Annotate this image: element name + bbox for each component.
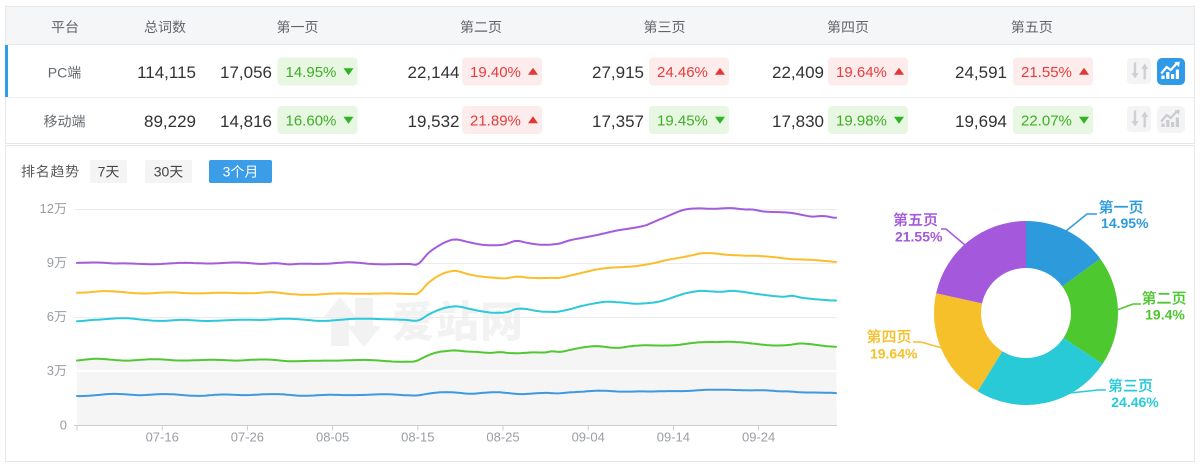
svg-text:19.40%: 19.40% [470, 64, 521, 81]
svg-text:114,115: 114,115 [137, 63, 196, 82]
svg-text:17,357: 17,357 [592, 112, 644, 131]
svg-text:21.89%: 21.89% [470, 113, 521, 130]
svg-text:22,409: 22,409 [772, 63, 824, 82]
svg-text:24.46%: 24.46% [657, 64, 708, 81]
svg-text:09-24: 09-24 [742, 430, 775, 445]
svg-text:07-16: 07-16 [146, 430, 179, 445]
svg-text:14,816: 14,816 [220, 112, 272, 131]
svg-text:14.95%: 14.95% [1101, 215, 1149, 231]
svg-text:14.95%: 14.95% [286, 64, 337, 81]
svg-text:08-15: 08-15 [401, 430, 434, 445]
svg-text:12: 12 [40, 201, 54, 216]
svg-text:19.4%: 19.4% [1145, 307, 1185, 323]
svg-text:09-04: 09-04 [572, 430, 605, 445]
svg-text:19,694: 19,694 [955, 112, 1007, 131]
svg-text:9: 9 [47, 255, 54, 270]
svg-text:3: 3 [223, 164, 231, 180]
svg-text:07-26: 07-26 [231, 430, 264, 445]
svg-text:22,144: 22,144 [408, 63, 460, 82]
svg-text:19.64%: 19.64% [836, 64, 887, 81]
svg-text:19.45%: 19.45% [657, 113, 708, 130]
svg-text:19.98%: 19.98% [836, 113, 887, 130]
svg-text:19,532: 19,532 [408, 112, 460, 131]
svg-text:21.55%: 21.55% [895, 229, 943, 245]
svg-text:17,830: 17,830 [772, 112, 824, 131]
svg-text:16.60%: 16.60% [286, 113, 337, 130]
svg-text:22.07%: 22.07% [1021, 113, 1072, 130]
svg-text:09-14: 09-14 [657, 430, 690, 445]
svg-text:08-25: 08-25 [486, 430, 519, 445]
svg-text:3: 3 [47, 363, 54, 378]
svg-text:6: 6 [47, 309, 54, 324]
svg-text:89,229: 89,229 [144, 112, 196, 131]
svg-text:24.46%: 24.46% [1111, 394, 1159, 410]
svg-text:30: 30 [154, 164, 170, 180]
svg-text:17,056: 17,056 [220, 63, 272, 82]
svg-text:24,591: 24,591 [955, 63, 1007, 82]
svg-text:21.55%: 21.55% [1021, 64, 1072, 81]
svg-text:0: 0 [60, 418, 67, 433]
svg-text:08-05: 08-05 [316, 430, 349, 445]
svg-text:19.64%: 19.64% [870, 346, 918, 362]
svg-text:27,915: 27,915 [592, 63, 644, 82]
svg-text:7: 7 [98, 164, 106, 180]
svg-text:PC: PC [48, 65, 67, 81]
